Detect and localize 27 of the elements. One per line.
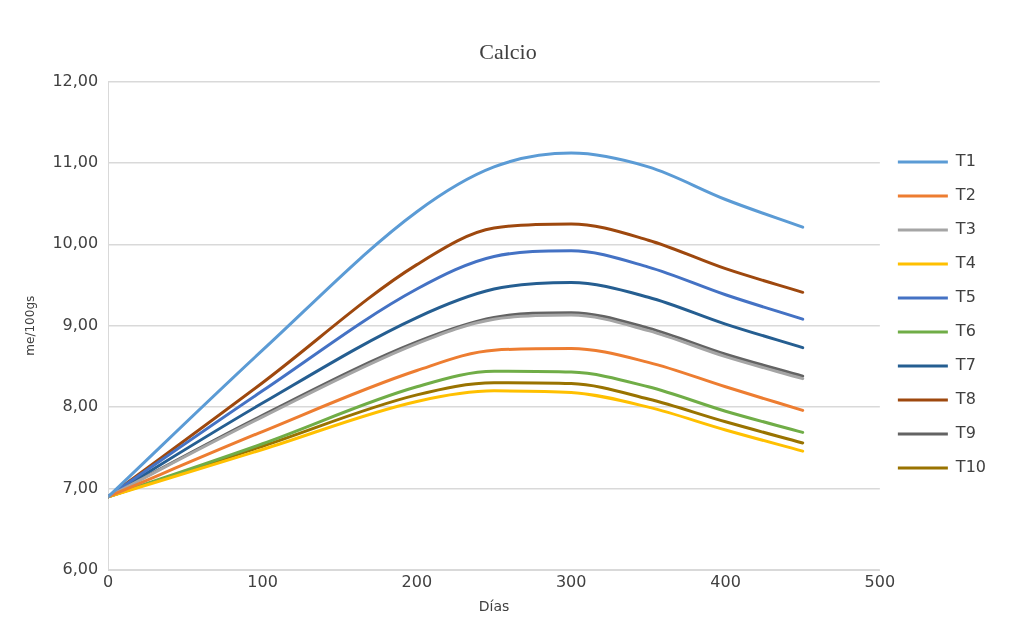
x-tick-label: 300 <box>555 571 587 591</box>
y-tick-label: 7,00 <box>62 477 99 497</box>
legend-label: T7 <box>954 355 976 375</box>
y-tick-label: 10,00 <box>52 233 99 253</box>
x-axis-title: Días <box>478 598 510 615</box>
legend-label: T4 <box>954 253 976 273</box>
legend-label: T1 <box>954 151 976 171</box>
x-tick-label: 200 <box>401 571 433 591</box>
line-series <box>108 151 805 499</box>
y-tick-label: 11,00 <box>52 151 99 171</box>
y-tick-label: 8,00 <box>62 396 99 416</box>
y-axis-title: me/100gs <box>23 295 38 356</box>
x-tick-label: 400 <box>710 571 741 591</box>
x-tick-label: 500 <box>864 571 896 591</box>
legend-label: T3 <box>954 219 976 239</box>
legend-label: T9 <box>954 423 976 443</box>
legend-label: T8 <box>954 389 976 409</box>
legend-label: T10 <box>954 457 987 477</box>
y-tick-label: 6,00 <box>62 559 99 579</box>
x-tick-label: 100 <box>247 571 278 591</box>
legend-label: T2 <box>954 185 976 205</box>
y-tick-label: 9,00 <box>62 314 99 334</box>
chart-title: Calcio <box>479 38 537 64</box>
y-tick-label: 12,00 <box>52 70 99 90</box>
legend-label: T6 <box>954 321 976 341</box>
legend-label: T5 <box>954 287 976 307</box>
x-tick-label: 0 <box>103 571 114 591</box>
